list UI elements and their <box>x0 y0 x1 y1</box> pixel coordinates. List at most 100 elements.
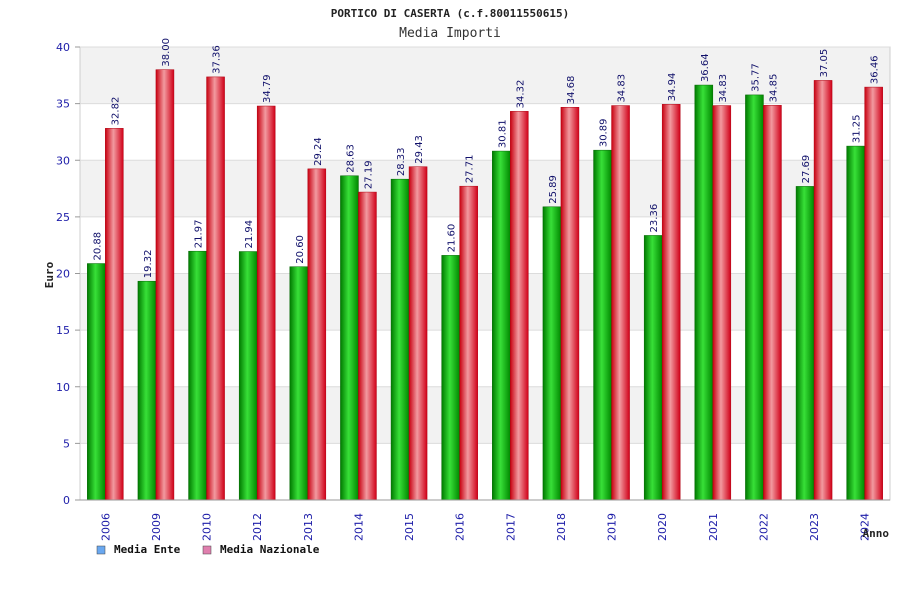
x-tick-label-2019: 2019 <box>606 513 619 541</box>
data-label-media-ente-2016: 21.60 <box>447 224 458 253</box>
bar-media-nazionale-2010 <box>206 76 225 501</box>
data-label-media-nazionale-2019: 34.83 <box>617 74 628 103</box>
data-label-media-ente-2017: 30.81 <box>497 119 508 148</box>
y-tick-label: 30 <box>56 154 70 167</box>
data-label-media-ente-2013: 20.60 <box>295 235 306 264</box>
data-label-media-nazionale-2020: 34.94 <box>667 73 678 102</box>
legend-swatch-media-nazionale <box>202 545 212 555</box>
y-tick-label: 15 <box>56 324 70 337</box>
bar-media-nazionale-2019 <box>611 105 630 501</box>
legend-label-media-ente: Media Ente <box>114 543 181 556</box>
x-axis-ticks: 2006 2009 2010 2012 2013 2014 2015 2016 2017 2018… <box>80 499 890 541</box>
data-label-media-ente-2022: 35.77 <box>750 63 761 92</box>
bar-media-nazionale-2013 <box>307 168 327 501</box>
x-tick-label-2018: 2018 <box>555 513 568 541</box>
x-tick-label-2012: 2012 <box>251 513 264 541</box>
data-label-media-nazionale-2018: 34.68 <box>566 76 577 105</box>
chart-title: PORTICO DI CASERTA (c.f.80011550615) <box>331 7 569 20</box>
bar-media-ente-2009 <box>137 280 157 501</box>
data-label-media-ente-2018: 25.89 <box>548 175 559 204</box>
x-tick-label-2024: 2024 <box>859 513 872 541</box>
bar-media-nazionale-2021 <box>712 105 732 501</box>
data-label-media-nazionale-2017: 34.32 <box>515 80 526 109</box>
bar-media-ente-2022 <box>745 94 764 501</box>
y-tick-label: 20 <box>56 268 70 281</box>
data-label-media-ente-2021: 36.64 <box>700 53 711 82</box>
x-tick-label-2009: 2009 <box>150 513 163 541</box>
data-labels: 20.88 32.82 19.32 38.00 21.97 37.36 21.94 34.79… <box>92 38 880 278</box>
bar-media-nazionale-2016 <box>459 185 478 501</box>
bar-media-ente-2018 <box>542 206 562 501</box>
bar-media-ente-2015 <box>390 178 410 501</box>
x-tick-label-2013: 2013 <box>302 513 315 541</box>
bar-media-ente-2010 <box>188 250 207 501</box>
y-axis-label: Euro <box>43 261 56 288</box>
bar-media-ente-2017 <box>492 150 511 501</box>
bar-media-nazionale-2017 <box>510 111 529 501</box>
data-label-media-ente-2010: 21.97 <box>194 220 205 249</box>
legend: Media Ente Media Nazionale <box>96 543 320 556</box>
data-label-media-nazionale-2010: 37.36 <box>212 45 223 74</box>
data-label-media-nazionale-2012: 34.79 <box>262 74 273 103</box>
bar-media-nazionale-2018 <box>560 106 580 501</box>
bar-media-ente-2024 <box>846 145 865 501</box>
bar-media-nazionale-2009 <box>155 69 175 501</box>
data-label-media-nazionale-2016: 27.71 <box>465 155 476 184</box>
data-label-media-nazionale-2013: 29.24 <box>313 137 324 166</box>
x-tick-label-2021: 2021 <box>707 513 720 541</box>
y-tick-label: 25 <box>56 211 70 224</box>
x-tick-label-2017: 2017 <box>504 513 517 541</box>
legend-swatch-media-ente <box>96 545 106 555</box>
bar-media-nazionale-2020 <box>661 104 681 501</box>
data-label-media-nazionale-2015: 29.43 <box>414 135 425 164</box>
chart-subtitle: Media Importi <box>399 26 501 41</box>
bar-media-ente-2021 <box>694 84 714 501</box>
bar-media-nazionale-2015 <box>408 166 428 501</box>
bar-media-ente-2014 <box>340 175 359 501</box>
bar-media-ente-2019 <box>593 149 612 501</box>
x-tick-label-2014: 2014 <box>352 513 365 541</box>
data-label-media-ente-2012: 21.94 <box>244 220 255 249</box>
y-tick-label: 40 <box>56 41 70 54</box>
bar-media-nazionale-2014 <box>358 191 377 501</box>
bar-media-ente-2013 <box>289 266 309 501</box>
bars <box>87 69 883 501</box>
bar-media-ente-2020 <box>643 235 663 501</box>
bar-media-ente-2016 <box>441 255 460 501</box>
y-tick-label: 35 <box>56 98 70 111</box>
bar-media-nazionale-2024 <box>864 86 883 501</box>
y-tick-label: 5 <box>63 437 70 450</box>
data-label-media-nazionale-2006: 32.82 <box>110 97 121 126</box>
data-label-media-nazionale-2009: 38.00 <box>161 38 172 67</box>
bar-media-ente-2006 <box>87 263 106 501</box>
x-tick-label-2006: 2006 <box>99 513 112 541</box>
bar-media-nazionale-2012 <box>256 105 276 501</box>
x-tick-label-2010: 2010 <box>201 513 214 541</box>
data-label-media-ente-2020: 23.36 <box>649 204 660 233</box>
x-tick-label-2015: 2015 <box>403 513 416 541</box>
x-tick-label-2022: 2022 <box>757 513 770 541</box>
bar-media-nazionale-2022 <box>763 105 782 501</box>
y-axis-ticks: 0 5 10 15 20 25 30 35 40 <box>56 41 80 507</box>
x-axis-label: Anno <box>863 527 890 540</box>
legend-label-media-nazionale: Media Nazionale <box>220 543 320 556</box>
x-tick-label-2023: 2023 <box>808 513 821 541</box>
data-label-media-nazionale-2024: 36.46 <box>870 55 881 84</box>
bar-media-nazionale-2023 <box>813 80 833 501</box>
bar-media-ente-2023 <box>795 186 815 501</box>
y-tick-label: 0 <box>63 494 70 507</box>
data-label-media-nazionale-2014: 27.19 <box>363 160 374 189</box>
x-tick-label-2020: 2020 <box>656 513 669 541</box>
data-label-media-ente-2006: 20.88 <box>92 232 103 261</box>
data-label-media-ente-2009: 19.32 <box>143 250 154 279</box>
data-label-media-nazionale-2022: 34.85 <box>768 74 779 103</box>
data-label-media-nazionale-2021: 34.83 <box>718 74 729 103</box>
y-tick-label: 10 <box>56 381 70 394</box>
x-tick-label-2016: 2016 <box>454 513 467 541</box>
bar-media-ente-2012 <box>238 251 258 501</box>
bar-media-nazionale-2006 <box>105 128 124 501</box>
data-label-media-nazionale-2023: 37.05 <box>819 49 830 78</box>
data-label-media-ente-2014: 28.63 <box>345 144 356 173</box>
data-label-media-ente-2019: 30.89 <box>599 119 610 148</box>
